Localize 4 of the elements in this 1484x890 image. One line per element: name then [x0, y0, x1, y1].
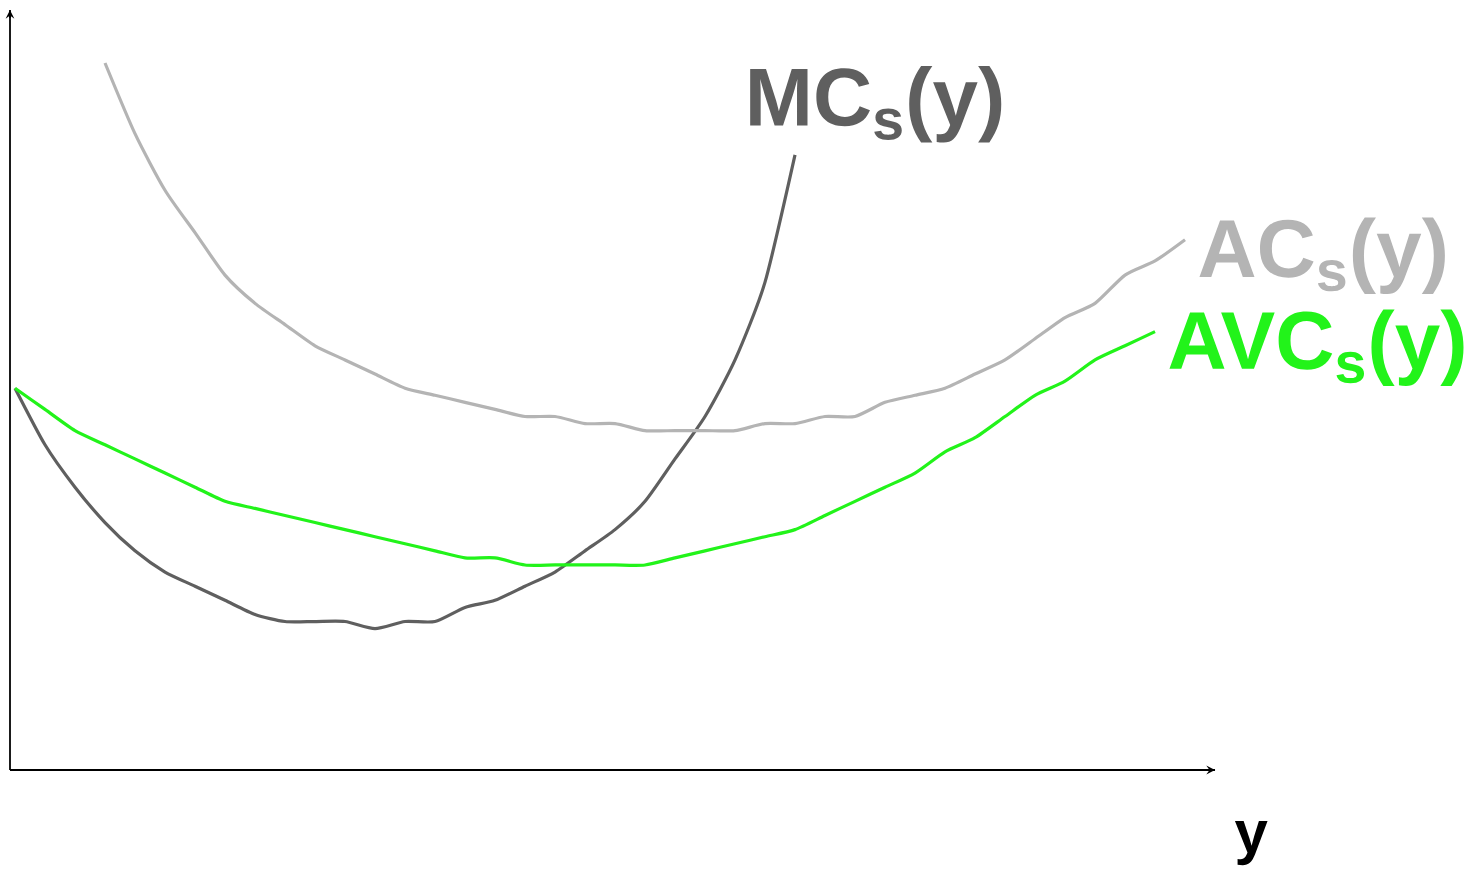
series-label: AC$_{s}$(y) — [1199, 217, 1445, 294]
series-label: AVC$_{s}$(y) — [1169, 309, 1464, 386]
series-label: MC$_{s}$(y) — [750, 66, 1002, 143]
x-axis-title: y — [1234, 821, 1268, 866]
